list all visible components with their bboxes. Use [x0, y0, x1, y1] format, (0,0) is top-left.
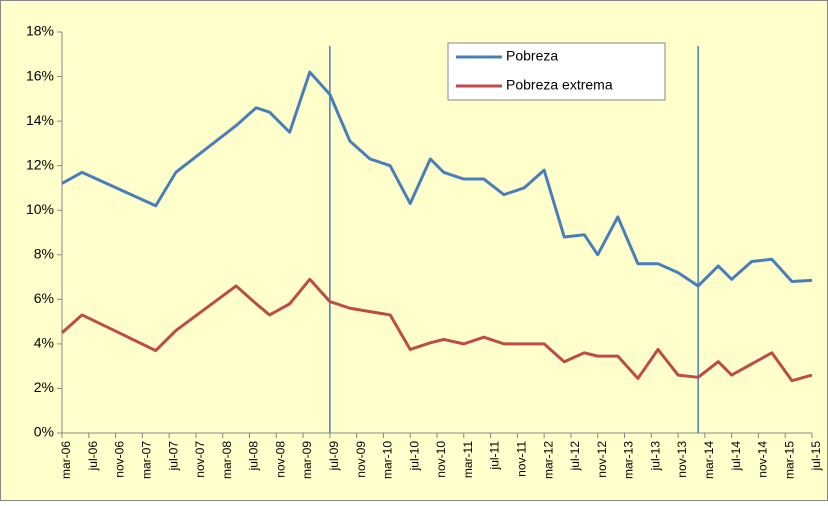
y-tick-label: 10% [26, 201, 54, 217]
x-tick-label: nov-11 [515, 441, 529, 477]
x-tick-label: mar-14 [702, 441, 716, 479]
x-tick-label: mar-09 [300, 441, 314, 479]
x-tick-label: nov-06 [113, 441, 127, 478]
x-tick-label: mar-11 [461, 441, 475, 478]
y-tick-label: 14% [26, 112, 54, 128]
y-tick-label: 4% [34, 335, 54, 351]
x-tick-label: nov-09 [354, 441, 368, 478]
x-tick-label: mar-07 [140, 441, 154, 479]
y-tick-label: 6% [34, 290, 54, 306]
y-tick-label: 8% [34, 245, 54, 261]
x-tick-label: jul-15 [809, 441, 823, 472]
y-tick-label: 16% [26, 67, 54, 83]
x-tick-label: jul-10 [407, 441, 421, 472]
y-tick-label: 0% [34, 424, 54, 440]
legend-label: Pobreza [506, 48, 558, 64]
x-tick-label: nov-07 [193, 441, 207, 478]
line-series [61, 70, 813, 288]
y-tick-label: 18% [26, 23, 54, 39]
x-tick-label: mar-13 [622, 441, 636, 479]
x-tick-label: jul-11 [488, 441, 502, 471]
x-tick-label: mar-08 [220, 441, 234, 479]
y-tick-label: 2% [34, 379, 54, 395]
line-series [61, 277, 813, 383]
legend-label: Pobreza extrema [506, 77, 613, 93]
x-tick-label: jul-12 [568, 441, 582, 472]
x-tick-label: nov-14 [756, 441, 770, 478]
x-tick-label: jul-06 [86, 441, 100, 472]
x-tick-label: jul-09 [327, 441, 341, 472]
x-tick-label: nov-08 [273, 441, 287, 478]
x-tick-label: mar-15 [782, 441, 796, 479]
x-tick-label: mar-06 [59, 441, 73, 479]
legend-box [447, 42, 666, 101]
x-tick-label: jul-13 [648, 441, 662, 472]
y-tick-label: 12% [26, 156, 54, 172]
x-tick-label: jul-07 [166, 441, 180, 472]
x-tick-label: nov-10 [434, 441, 448, 478]
x-tick-label: mar-10 [381, 441, 395, 479]
x-tick-label: jul-14 [729, 441, 743, 472]
x-tick-label: mar-12 [541, 441, 555, 479]
x-tick-label: nov-12 [595, 441, 609, 478]
x-tick-label: jul-08 [247, 441, 261, 472]
x-tick-label: nov-13 [675, 441, 689, 478]
